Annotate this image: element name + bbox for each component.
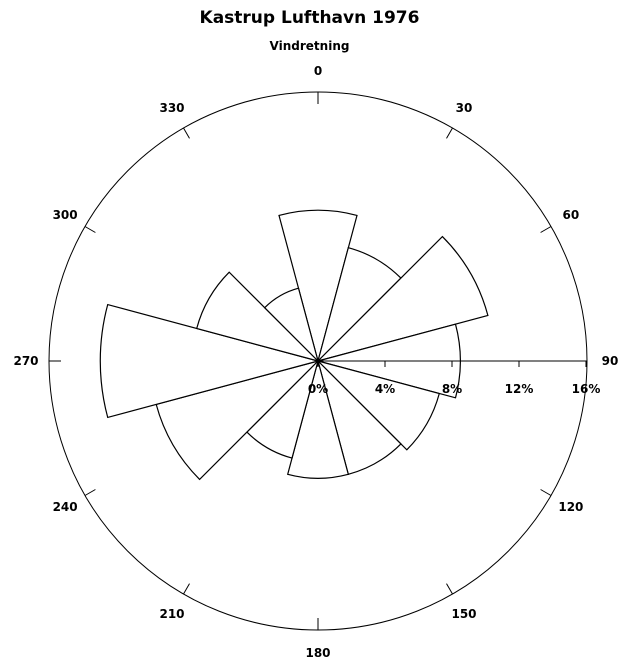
direction-label-240: 240 [53, 500, 78, 514]
direction-label-180: 180 [305, 646, 330, 659]
tick-mark-120 [540, 489, 552, 496]
direction-labels: 0 30 60 90 120 150 180 210 240 270 300 330 [13, 64, 618, 659]
sector-270 [99, 303, 321, 419]
tick-mark-60 [540, 226, 552, 233]
direction-label-300: 300 [53, 208, 78, 222]
sector-240 [155, 359, 321, 481]
direction-label-0: 0 [314, 64, 322, 78]
direction-label-150: 150 [451, 607, 476, 621]
radial-tick-label-8: 8% [442, 382, 462, 396]
direction-label-120: 120 [558, 500, 583, 514]
sector-180 [286, 358, 350, 479]
chart-title: Kastrup Lufthavn 1976 [199, 8, 420, 28]
radial-tick-label-0: 0% [308, 382, 328, 396]
radial-tick-label-16: 16% [572, 382, 601, 396]
radial-tick-label-12: 12% [505, 382, 534, 396]
sector-60 [315, 235, 489, 363]
sector-300 [195, 271, 321, 363]
chart-subtitle: Vindretning [269, 39, 350, 53]
direction-label-210: 210 [159, 607, 184, 621]
sector-120 [315, 359, 441, 451]
tick-mark-300 [84, 226, 96, 233]
tick-mark-330 [183, 127, 190, 139]
sector-0 [278, 209, 358, 364]
direction-label-60: 60 [563, 208, 580, 222]
tick-mark-30 [446, 127, 453, 139]
direction-tick-marks [49, 92, 587, 630]
direction-label-90: 90 [602, 354, 619, 368]
direction-label-270: 270 [13, 354, 38, 368]
radial-tick-label-4: 4% [375, 382, 395, 396]
tick-mark-150 [446, 583, 453, 595]
tick-mark-210 [183, 583, 190, 595]
direction-label-30: 30 [456, 101, 473, 115]
radial-axis-ticks: 0% 4% 8% 12% 16% [308, 361, 601, 396]
sector-330 [263, 287, 320, 364]
sector-group [99, 209, 489, 481]
direction-label-330: 330 [159, 101, 184, 115]
tick-mark-240 [84, 489, 96, 496]
